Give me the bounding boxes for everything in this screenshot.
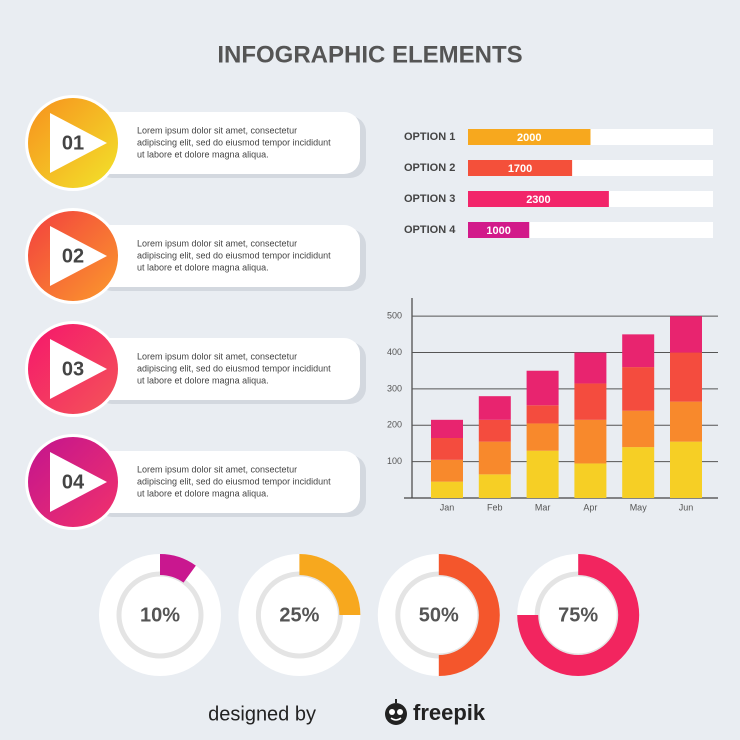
bar-segment (574, 383, 607, 420)
donut-label: 10% (140, 604, 180, 626)
step-text: ut labore et dolore magna aliqua. (137, 375, 269, 385)
bar-segment (670, 441, 702, 498)
step-number: 01 (62, 132, 84, 154)
card (90, 451, 360, 513)
option-label: OPTION 1 (404, 131, 455, 143)
play-icon (50, 452, 107, 512)
bar-segment (574, 419, 607, 464)
y-tick-label: 100 (387, 456, 402, 466)
bar-segment (526, 423, 559, 451)
footer-brand: freepik (413, 700, 486, 725)
x-tick-label: Jan (440, 502, 455, 512)
step-text: adipiscing elit, sed do eiusmod tempor i… (137, 137, 331, 147)
bar-segment (622, 334, 655, 368)
step-number: 02 (62, 245, 84, 267)
step-number: 03 (62, 358, 84, 380)
donut-label: 25% (279, 604, 319, 626)
y-tick-label: 500 (387, 311, 402, 321)
bar-segment (431, 438, 463, 460)
donut-arc (517, 554, 640, 676)
donut-arc (438, 554, 500, 676)
bar-segment (478, 441, 511, 475)
bar-segment (622, 447, 655, 498)
option-label: OPTION 2 (404, 162, 455, 174)
bar-segment (431, 459, 463, 482)
bar-segment (478, 419, 511, 442)
step-number: 04 (62, 471, 85, 493)
donut-label: 50% (419, 604, 459, 626)
bar-segment (670, 352, 702, 402)
y-tick-label: 200 (387, 420, 402, 430)
play-icon (50, 113, 107, 173)
x-tick-label: Apr (583, 502, 597, 512)
title: INFOGRAPHIC ELEMENTS (217, 41, 522, 68)
bar-segment (478, 396, 511, 420)
step-text: ut labore et dolore magna aliqua. (137, 262, 269, 272)
bar-segment (622, 367, 655, 411)
step-text: ut labore et dolore magna aliqua. (137, 488, 269, 498)
donut-label: 75% (558, 604, 598, 626)
play-icon (50, 339, 107, 399)
bar-segment (526, 405, 559, 424)
donut-arc (299, 554, 361, 615)
bar (468, 160, 573, 176)
step-text: Lorem ipsum dolor sit amet, consectetur (137, 464, 297, 474)
bar-value: 1000 (486, 225, 510, 237)
y-tick-label: 300 (387, 383, 402, 393)
bar-segment (574, 463, 607, 498)
play-icon (50, 226, 107, 286)
x-tick-label: Feb (487, 502, 503, 512)
step-text: adipiscing elit, sed do eiusmod tempor i… (137, 476, 331, 486)
bar-value: 2300 (526, 194, 550, 206)
bar-segment (670, 316, 702, 353)
step-text: Lorem ipsum dolor sit amet, consectetur (137, 238, 297, 248)
donut-arc (160, 554, 196, 583)
y-tick-label: 400 (387, 347, 402, 357)
bar-segment (622, 410, 655, 448)
option-label: OPTION 4 (404, 224, 456, 236)
bar-segment (478, 474, 511, 498)
bar (468, 222, 530, 238)
bar-segment (526, 370, 559, 406)
step-text: Lorem ipsum dolor sit amet, consectetur (137, 351, 297, 361)
option-label: OPTION 3 (404, 193, 455, 205)
bar-segment (431, 419, 463, 438)
card (90, 225, 360, 287)
step-text: adipiscing elit, sed do eiusmod tempor i… (137, 363, 331, 373)
bar (468, 129, 591, 145)
bar-segment (431, 481, 463, 498)
step-text: ut labore et dolore magna aliqua. (137, 149, 269, 159)
footer-text: designed by (208, 703, 316, 725)
card (90, 112, 360, 174)
bar-segment (670, 401, 702, 442)
bar (468, 191, 609, 207)
x-tick-label: May (630, 502, 648, 512)
bar-value: 1700 (508, 163, 532, 175)
card (90, 338, 360, 400)
bar-value: 2000 (517, 132, 541, 144)
step-text: adipiscing elit, sed do eiusmod tempor i… (137, 250, 331, 260)
x-tick-label: Jun (679, 502, 694, 512)
step-text: Lorem ipsum dolor sit amet, consectetur (137, 125, 297, 135)
freepik-logo (385, 699, 407, 725)
bar-segment (526, 450, 559, 498)
bar-segment (574, 352, 607, 384)
x-tick-label: Mar (535, 502, 551, 512)
